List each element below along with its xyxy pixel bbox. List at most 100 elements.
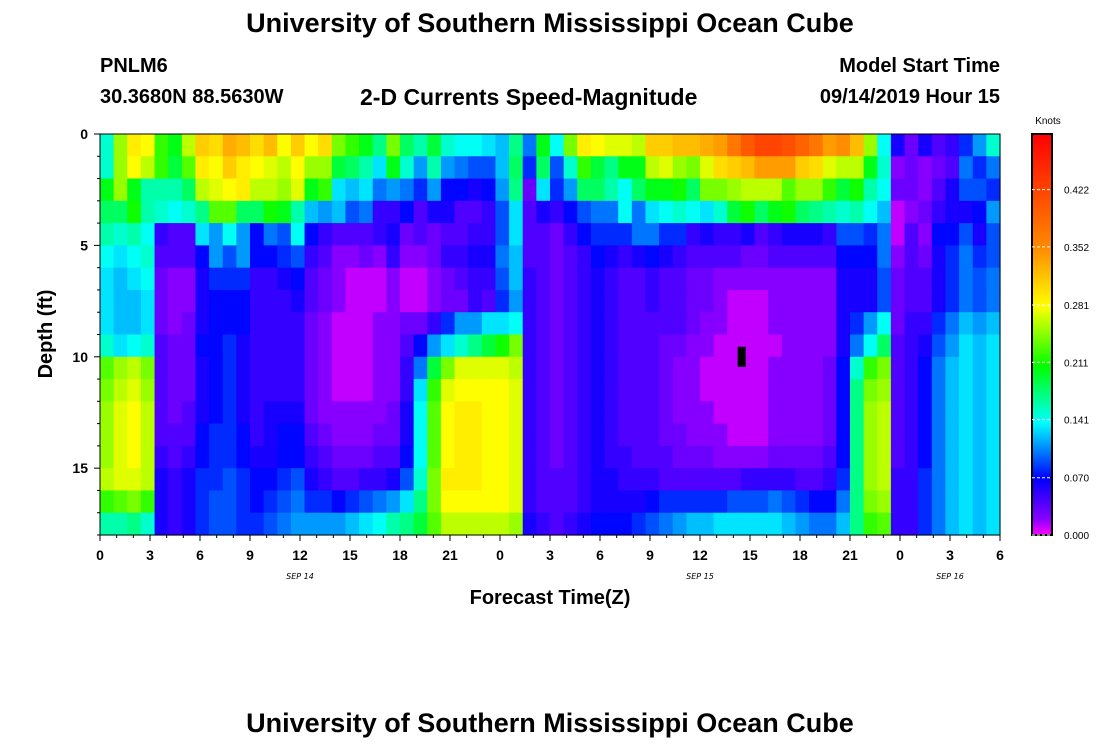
colorbar-tick-label: 0.070 <box>1064 474 1089 485</box>
heatmap-cell <box>345 245 360 269</box>
heatmap-cell <box>318 334 333 358</box>
heatmap-cell <box>263 445 278 469</box>
heatmap-cell <box>754 490 769 514</box>
heatmap-cell <box>754 178 769 202</box>
heatmap-cell <box>113 223 128 246</box>
heatmap-cell <box>440 401 456 425</box>
heatmap-cell <box>754 223 769 246</box>
heatmap-cell <box>250 334 265 358</box>
heatmap-cell <box>509 401 524 425</box>
heatmap-cell <box>781 267 797 291</box>
heatmap-cell <box>331 379 347 402</box>
heatmap-cell <box>986 512 1001 536</box>
heatmap-cell <box>877 445 892 469</box>
heatmap-cell <box>877 267 892 291</box>
heatmap-cell <box>427 289 442 313</box>
heatmap-cell <box>672 401 687 425</box>
heatmap-cell <box>468 379 483 402</box>
heatmap-cell <box>809 223 824 246</box>
heatmap-cell <box>468 156 483 180</box>
heatmap-cell <box>263 156 278 180</box>
heatmap-cell <box>904 312 919 336</box>
heatmap-cell <box>754 267 769 291</box>
heatmap-cell <box>877 223 892 246</box>
heatmap-cell <box>400 223 415 246</box>
heatmap-cell <box>359 156 374 180</box>
heatmap-cell <box>809 267 824 291</box>
heatmap-cell <box>836 512 851 536</box>
heatmap-cell <box>100 445 115 469</box>
heatmap-cell <box>522 156 537 180</box>
heatmap-cell <box>768 245 783 269</box>
heatmap-cell <box>127 490 142 514</box>
heatmap-cell <box>836 379 851 402</box>
heatmap-cell <box>236 356 251 380</box>
heatmap-cell <box>263 289 278 313</box>
heatmap-cell <box>127 468 142 492</box>
heatmap-cell <box>645 267 660 291</box>
heatmap-cell <box>890 267 906 291</box>
heatmap-cell <box>700 512 715 536</box>
heatmap-cell <box>795 356 810 380</box>
heatmap-cell <box>113 267 128 291</box>
heatmap-cell <box>536 312 551 336</box>
heatmap-cell <box>700 134 715 157</box>
heatmap-cell <box>522 134 537 157</box>
heatmap-cell <box>890 468 906 492</box>
heatmap-cell <box>618 379 633 402</box>
heatmap-cell <box>181 379 197 402</box>
heatmap-cell <box>563 401 578 425</box>
heatmap-cell <box>481 312 497 336</box>
heatmap-cell <box>331 156 347 180</box>
heatmap-cell <box>181 312 197 336</box>
heatmap-cell <box>727 178 742 202</box>
heatmap-cell <box>263 512 278 536</box>
heatmap-cell <box>468 267 483 291</box>
heatmap-cell <box>918 490 933 514</box>
heatmap-cell <box>427 178 442 202</box>
heatmap-cell <box>250 379 265 402</box>
heatmap-cell <box>154 156 169 180</box>
heatmap-cell <box>795 156 810 180</box>
heatmap-cell <box>522 312 537 336</box>
heatmap-cell <box>427 423 442 447</box>
heatmap-cell <box>481 289 497 313</box>
heatmap-cell <box>400 445 415 469</box>
heatmap-cell <box>713 267 728 291</box>
heatmap-cell <box>904 445 919 469</box>
model-start-value: 09/14/2019 Hour 15 <box>819 86 1000 108</box>
heatmap-cell <box>236 379 251 402</box>
heatmap-cell <box>386 423 401 447</box>
heatmap-cell <box>577 401 592 425</box>
heatmap-cell <box>550 468 565 492</box>
heatmap-cell <box>495 134 510 157</box>
heatmap-cell <box>400 156 415 180</box>
heatmap-cell <box>645 490 660 514</box>
heatmap-cell <box>877 156 892 180</box>
heatmap-cell <box>154 245 169 269</box>
heatmap-cell <box>454 312 469 336</box>
heatmap-cell <box>304 334 319 358</box>
heatmap-cell <box>795 423 810 447</box>
heatmap-cell <box>290 445 306 469</box>
heatmap-cell <box>318 379 333 402</box>
heatmap-cell <box>468 289 483 313</box>
heatmap-cell <box>740 379 756 402</box>
heatmap-cell <box>550 223 565 246</box>
heatmap-cell <box>590 245 606 269</box>
heatmap-cell <box>563 334 578 358</box>
heatmap-cell <box>400 490 415 514</box>
heatmap-cell <box>727 312 742 336</box>
heatmap-cell <box>918 379 933 402</box>
heatmap-cell <box>209 267 224 291</box>
heatmap-cell <box>550 334 565 358</box>
heatmap-cell <box>386 356 401 380</box>
heatmap-cell <box>877 512 892 536</box>
heatmap-cell <box>754 423 769 447</box>
heatmap-cell <box>195 401 210 425</box>
heatmap-cell <box>318 468 333 492</box>
heatmap-cell <box>713 223 728 246</box>
heatmap-cell <box>168 490 183 514</box>
colorbar-tick-label: 0.281 <box>1064 301 1089 312</box>
heatmap-cell <box>250 468 265 492</box>
